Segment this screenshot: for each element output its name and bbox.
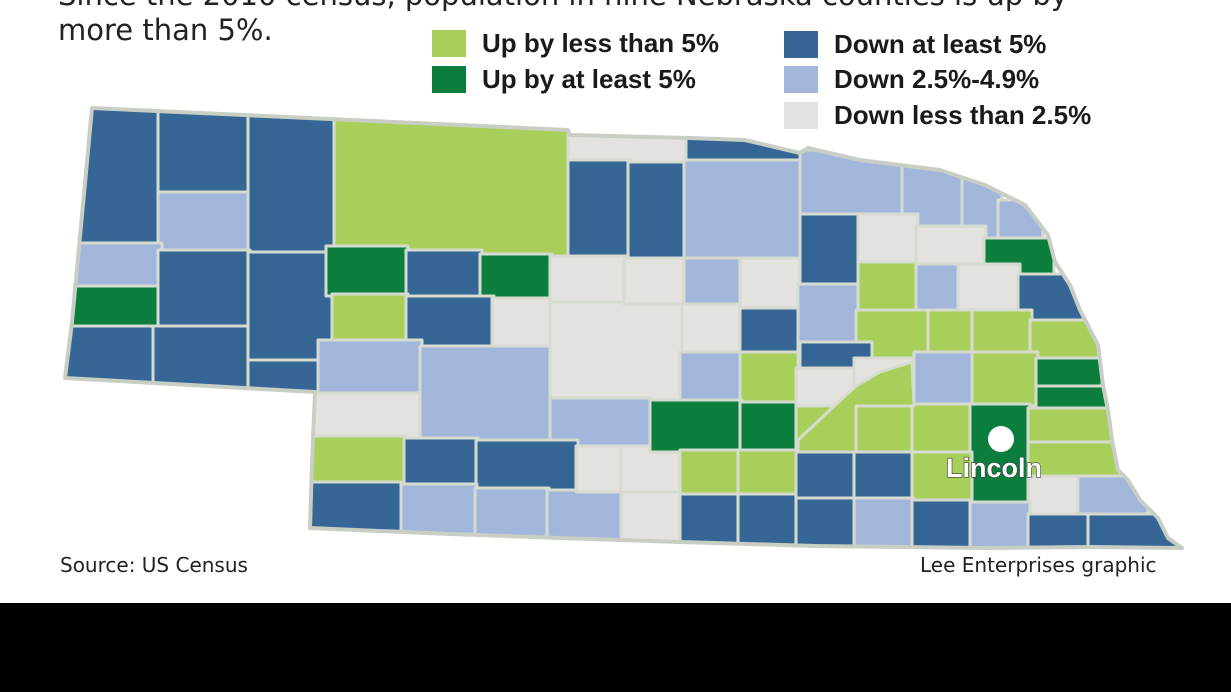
county	[418, 344, 554, 442]
legend-item-down-at-least-5: Down at least 5%	[784, 29, 1046, 60]
county	[736, 448, 800, 498]
legend-item-up-at-least-5: Up by at least 5%	[432, 64, 696, 95]
county	[970, 350, 1040, 408]
county	[1034, 356, 1104, 390]
county	[1086, 512, 1182, 548]
county	[852, 450, 916, 502]
county	[678, 492, 742, 548]
county	[738, 350, 800, 404]
legend-item-up-less-5: Up by less than 5%	[432, 28, 719, 59]
county	[1026, 474, 1082, 518]
county	[566, 158, 632, 260]
county	[856, 260, 918, 314]
county	[1026, 512, 1092, 548]
legend-label-up-less-5: Up by less than 5%	[482, 28, 719, 58]
county	[910, 498, 974, 548]
county	[856, 212, 920, 266]
county	[796, 282, 860, 346]
credit-note: Lee Enterprises graphic	[920, 553, 1157, 577]
county	[798, 212, 862, 288]
county	[912, 350, 976, 408]
city-label-lincoln: Lincoln	[946, 453, 1042, 483]
county	[956, 262, 1022, 314]
county	[626, 160, 688, 260]
county	[545, 488, 625, 542]
state-outline	[63, 106, 1184, 550]
county	[968, 500, 1032, 548]
county	[682, 158, 804, 262]
legend-label-down-at-least-5: Down at least 5%	[834, 29, 1047, 59]
county	[910, 402, 974, 456]
county	[316, 338, 424, 397]
county	[65, 324, 157, 386]
county	[1026, 406, 1114, 446]
legend-swatch-down-less-2-5	[784, 102, 818, 129]
county	[970, 308, 1034, 356]
county	[399, 482, 479, 536]
county	[680, 302, 742, 356]
legend-item-down-2-5-4-9: Down 2.5%-4.9%	[784, 64, 1039, 95]
county	[852, 496, 916, 548]
county	[402, 436, 480, 488]
county	[246, 108, 338, 255]
legend-item-down-less-2-5: Down less than 2.5%	[784, 100, 1091, 131]
county	[332, 116, 572, 258]
county	[473, 486, 551, 540]
county	[246, 358, 322, 394]
county	[914, 224, 988, 268]
county	[1034, 384, 1110, 412]
county	[678, 448, 742, 498]
county	[738, 256, 802, 312]
county	[68, 284, 160, 330]
county	[156, 248, 252, 330]
nebraska-county-map: Lincoln	[63, 106, 1184, 550]
county	[404, 248, 484, 300]
county	[310, 434, 408, 488]
county	[736, 492, 800, 548]
county-platte-band	[796, 360, 916, 454]
county	[574, 444, 626, 494]
source-note: Source: US Census	[60, 553, 248, 577]
county	[738, 400, 802, 452]
county	[622, 256, 688, 306]
county	[914, 262, 962, 314]
county	[474, 438, 580, 492]
county	[68, 241, 164, 290]
county	[548, 254, 628, 304]
county	[548, 298, 686, 404]
county	[303, 480, 405, 534]
county	[648, 398, 744, 454]
legend-label-down-less-2-5: Down less than 2.5%	[834, 100, 1092, 130]
county	[156, 190, 252, 252]
county	[156, 108, 252, 195]
county	[478, 252, 554, 302]
county	[678, 350, 742, 404]
county	[619, 490, 685, 546]
county	[794, 496, 858, 548]
county	[490, 296, 554, 352]
county	[738, 306, 800, 356]
county	[794, 450, 858, 502]
subtitle-line-2: more than 5%.	[58, 13, 273, 47]
infographic-panel: Since the 2010 census, population in nin…	[0, 0, 1231, 603]
county	[682, 256, 744, 308]
county	[566, 126, 690, 164]
legend-swatch-up-at-least-5	[432, 66, 466, 93]
legend-swatch-up-less-5	[432, 30, 466, 57]
county	[324, 244, 410, 298]
county	[852, 402, 916, 456]
legend-swatch-down-2-5-4-9	[784, 66, 818, 93]
legend-label-down-2-5-4-9: Down 2.5%-4.9%	[834, 64, 1040, 94]
legend-label-up-at-least-5: Up by at least 5%	[482, 64, 696, 94]
county	[68, 108, 162, 246]
county	[330, 292, 410, 344]
city-dot-icon	[988, 426, 1014, 452]
legend-swatch-down-at-least-5	[784, 31, 818, 58]
county	[151, 324, 252, 390]
county	[310, 391, 424, 440]
subtitle-line-1: Since the 2010 census, population in nin…	[58, 0, 1068, 12]
county	[910, 450, 974, 504]
subtitle: Since the 2010 census, population in nin…	[58, 0, 1178, 48]
